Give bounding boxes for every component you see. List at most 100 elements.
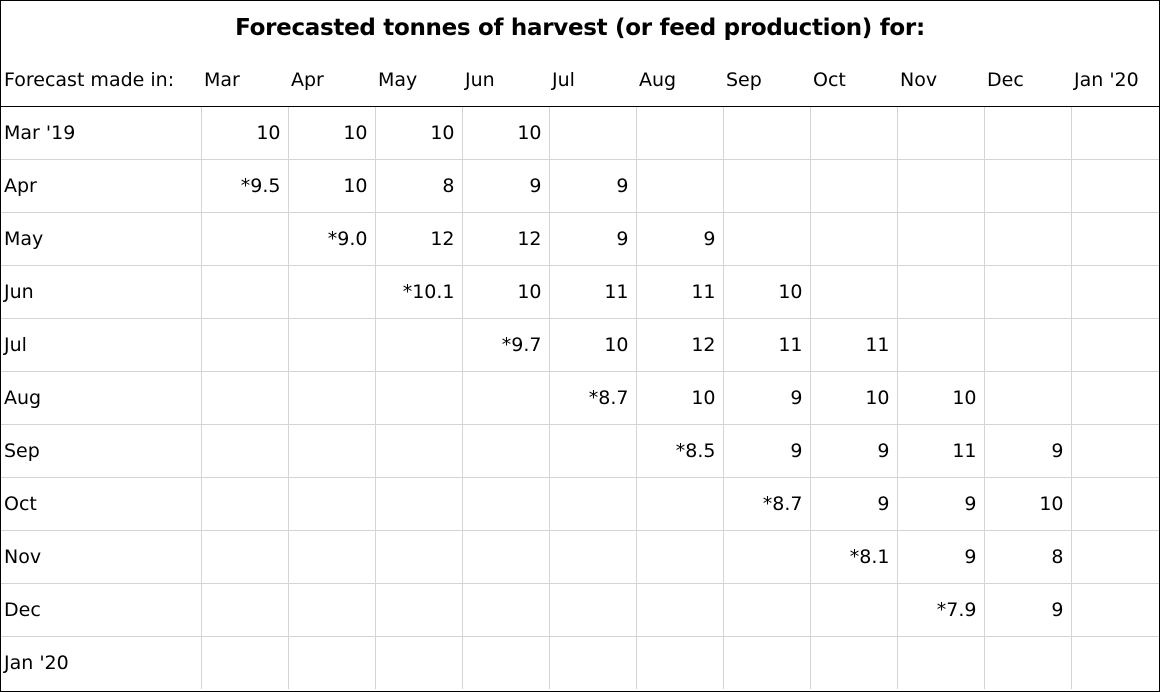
- table-cell: [897, 265, 985, 319]
- table-cell: 10: [375, 106, 463, 160]
- month-header: Oct: [810, 54, 897, 107]
- table-cell: [636, 159, 724, 213]
- table-cell: [549, 106, 637, 160]
- table-cell: 10: [636, 371, 724, 425]
- table-cell: [375, 583, 463, 637]
- row-label: Oct: [1, 477, 202, 531]
- row-label: May: [1, 212, 202, 266]
- table-cell: [1071, 159, 1159, 213]
- table-cell: [1071, 424, 1159, 478]
- header-row: Forecast made in: Mar Apr May Jun Jul Aug Sep Oc…: [1, 54, 1159, 107]
- table-cell: *8.5: [636, 424, 724, 478]
- table-cell: [810, 265, 898, 319]
- table-cell: [288, 583, 376, 637]
- table-title: Forecasted tonnes of harvest (or feed pr…: [235, 14, 925, 41]
- table-cell: 9: [636, 212, 724, 266]
- table-cell: [288, 636, 376, 689]
- table-cell: [288, 530, 376, 584]
- month-header: Mar: [201, 54, 288, 107]
- table-cell: 9: [723, 371, 811, 425]
- table-cell: [288, 318, 376, 372]
- month-header: Sep: [723, 54, 810, 107]
- table-cell: 9: [897, 530, 985, 584]
- table-cell: [723, 212, 811, 266]
- table-cell: 12: [462, 212, 550, 266]
- table-cell: [375, 636, 463, 689]
- table-cell: 11: [723, 318, 811, 372]
- row-label: Jul: [1, 318, 202, 372]
- table-cell: [201, 371, 289, 425]
- table-cell: [984, 636, 1072, 689]
- table-cell: [984, 318, 1072, 372]
- table-cell: [462, 583, 550, 637]
- row-label: Apr: [1, 159, 202, 213]
- table-cell: [1071, 265, 1159, 319]
- table-cell: 9: [897, 477, 985, 531]
- table-cell: 10: [810, 371, 898, 425]
- table-cell: [201, 265, 289, 319]
- table-cell: 9: [810, 424, 898, 478]
- table-cell: 9: [549, 212, 637, 266]
- row-label: Aug: [1, 371, 202, 425]
- table-cell: [1071, 637, 1159, 690]
- table-cell: 10: [462, 265, 550, 319]
- table-cell: [810, 636, 898, 689]
- table-cell: 10: [288, 159, 376, 213]
- table-cell: [1071, 318, 1159, 372]
- table-row: Nov *8.1 9 8: [1, 530, 1159, 584]
- row-label: Mar '19: [1, 106, 202, 160]
- table-cell: [1071, 530, 1159, 584]
- table-cell: [462, 424, 550, 478]
- table-cell: [810, 212, 898, 266]
- table-cell: [723, 159, 811, 213]
- table-cell: [636, 477, 724, 531]
- table-cell: *9.7: [462, 318, 550, 372]
- corner-header: Forecast made in:: [1, 54, 201, 107]
- table-cell: 9: [984, 424, 1072, 478]
- table-cell: [636, 106, 724, 160]
- table-cell: [201, 636, 289, 689]
- table-cell: 9: [984, 583, 1072, 637]
- table-cell: [201, 318, 289, 372]
- table-cell: [462, 371, 550, 425]
- table-cell: [636, 583, 724, 637]
- table-cell: 8: [984, 530, 1072, 584]
- table-cell: [549, 530, 637, 584]
- table-cell: *10.1: [375, 265, 463, 319]
- table-row: Apr *9.5 10 8 9 9: [1, 159, 1159, 213]
- table-cell: [897, 318, 985, 372]
- table-cell: [984, 212, 1072, 266]
- row-label: Jan '20: [1, 636, 202, 689]
- table-cell: [288, 477, 376, 531]
- table-cell: 9: [462, 159, 550, 213]
- table-cell: [1071, 371, 1159, 425]
- row-label: Jun: [1, 265, 202, 319]
- table-cell: [549, 424, 637, 478]
- table-cell: *9.0: [288, 212, 376, 266]
- table-cell: [375, 477, 463, 531]
- table-cell: [462, 530, 550, 584]
- table-cell: 10: [723, 265, 811, 319]
- table-row: May *9.0 12 12 9 9: [1, 212, 1159, 266]
- table-cell: [1071, 212, 1159, 266]
- table-cell: *7.9: [897, 583, 985, 637]
- table-cell: 9: [810, 477, 898, 531]
- table-cell: [201, 583, 289, 637]
- table-cell: 8: [375, 159, 463, 213]
- month-header: Jun: [462, 54, 549, 107]
- table-cell: 12: [375, 212, 463, 266]
- table-cell: [1071, 106, 1159, 160]
- table-row: Aug *8.7 10 9 10 10: [1, 371, 1159, 425]
- table-cell: [201, 530, 289, 584]
- table-cell: *9.5: [201, 159, 289, 213]
- table-cell: [462, 636, 550, 689]
- table-cell: [1071, 583, 1159, 637]
- table-row: Oct *8.7 9 9 10: [1, 477, 1159, 531]
- table-cell: [897, 159, 985, 213]
- table-cell: [897, 212, 985, 266]
- table-cell: *8.1: [810, 530, 898, 584]
- forecast-table: Forecast made in: Mar Apr May Jun Jul Aug Sep Oc…: [1, 54, 1159, 689]
- table-cell: [984, 265, 1072, 319]
- table-cell: [288, 371, 376, 425]
